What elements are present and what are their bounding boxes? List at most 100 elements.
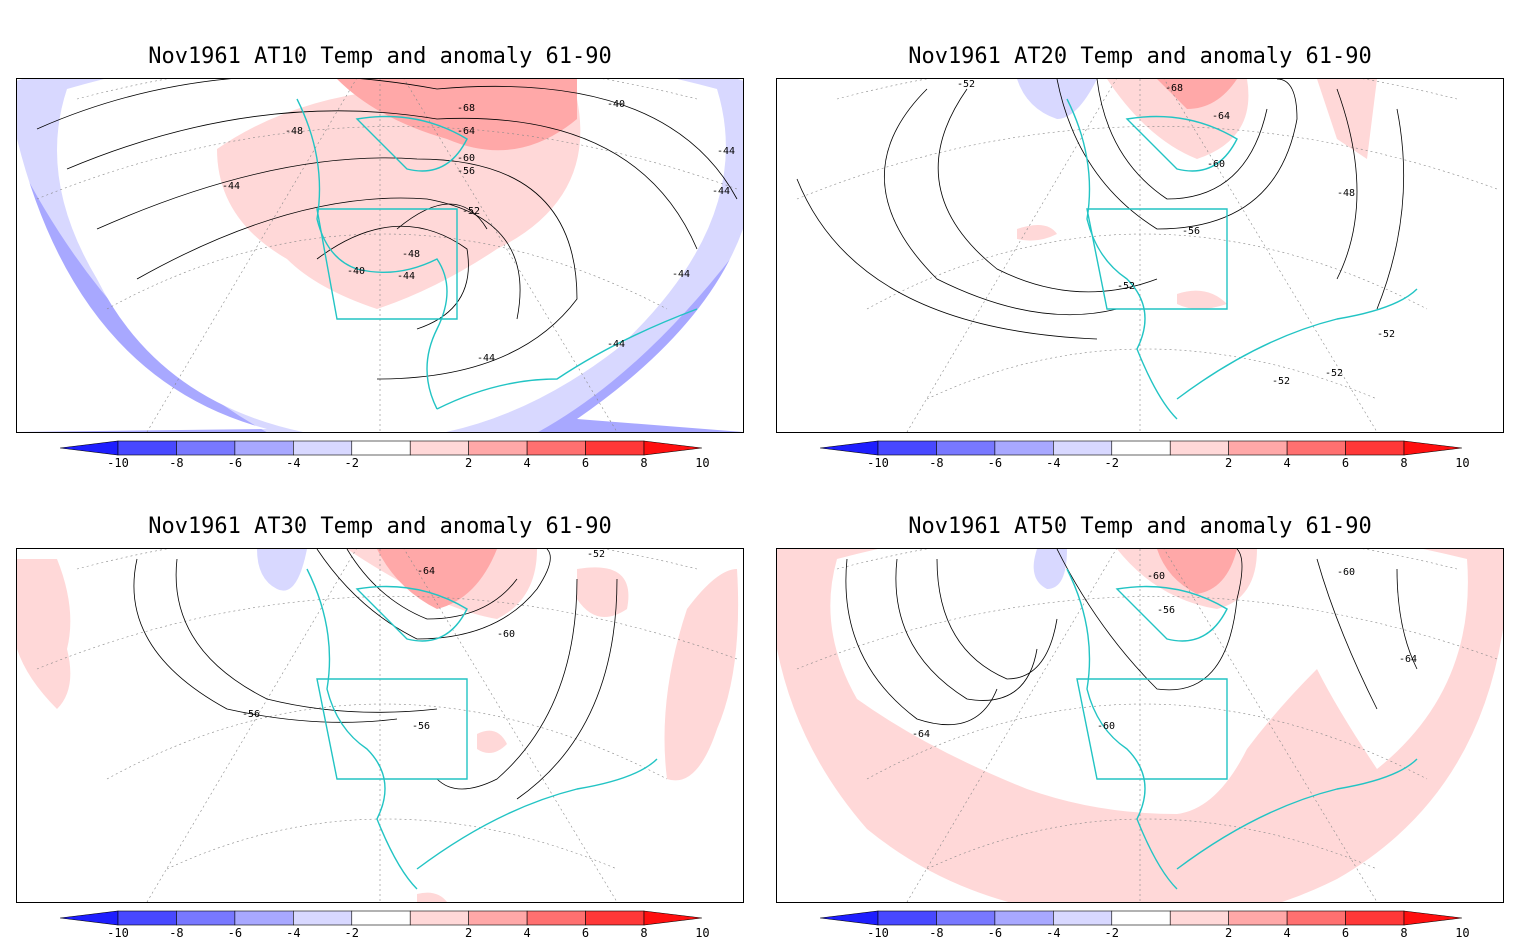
colorbar-swatch	[117, 440, 177, 456]
map-frame: -48 -44 -40 -44 -48 -52 -56 -60 -64 -68 …	[16, 78, 744, 433]
colorbar-swatch	[1053, 910, 1113, 926]
colorbar: -10 -8 -6 -4 -2 2 4 6 8 10	[60, 910, 710, 940]
contour-label: -48	[402, 249, 420, 260]
colorbar-tick-label: -6	[227, 926, 243, 940]
contour-label: -44	[712, 186, 730, 197]
map-frame: -60 -56 -60 -64 -60 -64	[776, 548, 1504, 903]
contour-label: -60	[1097, 721, 1115, 732]
colorbar-swatch	[234, 910, 294, 926]
colorbar-tick-label: 8	[1400, 926, 1408, 940]
colorbar-tick-label: 10	[695, 926, 710, 940]
colorbar-swatch	[526, 910, 586, 926]
contour-label: -64	[457, 126, 475, 137]
colorbar-tick-label: 4	[1283, 456, 1291, 470]
colorbar-swatch	[117, 910, 177, 926]
map-at30: -64 -52 -60 -56 -56	[17, 549, 739, 902]
colorbar-tick-label: -10	[867, 456, 889, 470]
colorbar-swatch	[176, 910, 236, 926]
contour-label: -56	[412, 721, 430, 732]
colorbar-swatch	[1345, 910, 1405, 926]
colorbar-tick-label: -4	[286, 456, 301, 470]
contour-label: -64	[1212, 111, 1230, 122]
colorbar-tick-label: 10	[1455, 456, 1470, 470]
contour-label: -44	[607, 339, 625, 350]
colorbar-swatch	[1403, 440, 1462, 456]
colorbar-swatch	[877, 910, 937, 926]
contour-label: -52	[587, 549, 605, 560]
colorbar-tick-label: 4	[1283, 926, 1291, 940]
contour-label: -56	[457, 166, 475, 177]
colorbar-tick-label: -4	[286, 926, 301, 940]
colorbar-swatch	[936, 440, 996, 456]
colorbar-swatch	[60, 440, 119, 456]
colorbar-swatch	[585, 440, 645, 456]
contour-label: -60	[457, 153, 475, 164]
panel-title: Nov1961 AT50 Temp and anomaly 61-90	[908, 514, 1372, 539]
colorbar-tick-label: 4	[523, 926, 531, 940]
colorbar-swatch	[1111, 910, 1171, 926]
contour-label: -40	[347, 266, 365, 277]
contour-label: -64	[417, 566, 435, 577]
colorbar-tick-label: 8	[640, 456, 648, 470]
contour-label: -48	[285, 126, 303, 137]
map-panel-at30: Nov1961 AT30 Temp and anomaly 61-90	[0, 470, 760, 940]
colorbar-tick-label: 4	[523, 456, 531, 470]
colorbar-swatch	[1286, 440, 1346, 456]
contour-labels: -48 -44 -40 -44 -48 -52 -56 -60 -64 -68 …	[222, 99, 735, 364]
colorbar-swatch	[994, 910, 1054, 926]
colorbar-tick-label: 10	[695, 456, 710, 470]
colorbar-swatch	[643, 910, 702, 926]
colorbar-tick-label: 8	[640, 926, 648, 940]
map-frame: -52 -68 -64 -60 -56 -52 -48 -52 -52 -52	[776, 78, 1504, 433]
colorbar-swatch	[585, 910, 645, 926]
map-panel-at10: Nov1961 AT10 Temp and anomaly 61-90	[0, 0, 760, 470]
contour-label: -44	[717, 146, 735, 157]
colorbar-swatch	[820, 910, 879, 926]
contour-labels: -64 -52 -60 -56 -56	[242, 549, 605, 732]
colorbar-swatch	[176, 440, 236, 456]
colorbar-swatches	[820, 440, 1462, 456]
colorbar-swatch	[1111, 440, 1171, 456]
colorbar-swatch	[351, 910, 411, 926]
colorbar-tick-label: 6	[1341, 456, 1350, 470]
colorbar-swatch	[994, 440, 1054, 456]
contour-label: -56	[1182, 226, 1200, 237]
colorbar-tick-label: 8	[1400, 456, 1408, 470]
colorbar-swatches	[60, 910, 702, 926]
colorbar-swatches	[60, 440, 702, 456]
colorbar-swatch	[293, 910, 353, 926]
contour-label: -52	[1272, 376, 1290, 387]
contour-label: -44	[397, 271, 415, 282]
contour-label: -64	[912, 729, 930, 740]
contour-label: -52	[462, 206, 480, 217]
contour-label: -44	[672, 269, 690, 280]
colorbar-swatch	[293, 440, 353, 456]
colorbar-tick-label: -8	[929, 926, 944, 940]
colorbar-tick-label: 2	[465, 926, 473, 940]
contour-label: -44	[477, 353, 495, 364]
colorbar-swatch	[643, 440, 702, 456]
colorbar-swatch	[1286, 910, 1346, 926]
colorbar-tick-label: -6	[987, 456, 1003, 470]
colorbar-swatch	[1345, 440, 1405, 456]
colorbar-swatch	[820, 440, 879, 456]
panel-title: Nov1961 AT30 Temp and anomaly 61-90	[148, 514, 612, 539]
colorbar-tick-label: 6	[581, 456, 590, 470]
contour-labels: -60 -56 -60 -64 -60 -64	[912, 567, 1417, 740]
colorbar-tick-label: -2	[344, 456, 359, 470]
colorbar-tick-label: 2	[1225, 456, 1233, 470]
contour-labels: -52 -68 -64 -60 -56 -52 -48 -52 -52 -52	[957, 79, 1395, 387]
contour-label: -60	[1207, 159, 1225, 170]
colorbar-tick-label: -10	[107, 926, 129, 940]
colorbar-tick-label: -6	[987, 926, 1003, 940]
colorbar-swatch	[409, 910, 469, 926]
colorbar-tick-label: -10	[867, 926, 889, 940]
map-frame: -64 -52 -60 -56 -56	[16, 548, 744, 903]
colorbar-tick-label: -2	[1104, 926, 1119, 940]
colorbar-swatch	[468, 910, 528, 926]
map-at20: -52 -68 -64 -60 -56 -52 -48 -52 -52 -52	[796, 79, 1498, 432]
colorbar-swatch	[936, 910, 996, 926]
map-panel-at20: Nov1961 AT20 Temp and anomaly 61-90	[760, 0, 1520, 470]
colorbar-tick-label: -4	[1046, 456, 1061, 470]
contour-label: -48	[1337, 188, 1355, 199]
